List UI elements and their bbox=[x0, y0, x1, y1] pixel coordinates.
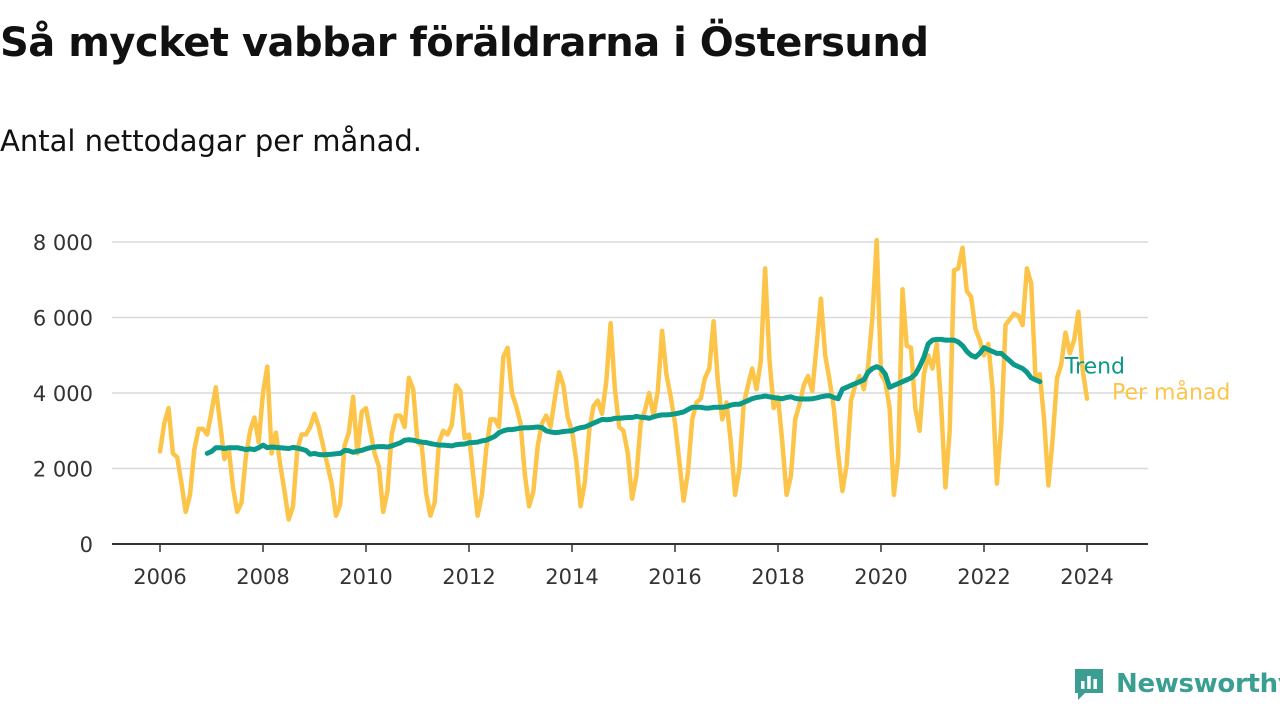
trend-series-label: Trend bbox=[1064, 355, 1125, 380]
x-tick-label: 2016 bbox=[648, 565, 701, 589]
y-tick-label: 8 000 bbox=[33, 231, 93, 255]
x-tick-label: 2014 bbox=[545, 565, 598, 589]
y-tick-label: 4 000 bbox=[33, 382, 93, 406]
chart-subtitle: Antal nettodagar per månad. bbox=[0, 124, 423, 158]
x-tick-label: 2022 bbox=[957, 565, 1010, 589]
axes: 0 2 000 4 000 6 000 8 000 2006 2008 2010 2012 201… bbox=[33, 231, 1148, 589]
y-tick-label: 6 000 bbox=[33, 307, 93, 331]
y-tick-label: 0 bbox=[80, 533, 93, 557]
x-tick-label: 2012 bbox=[442, 565, 495, 589]
monthly-line bbox=[157, 237, 1090, 522]
x-tick-label: 2024 bbox=[1060, 565, 1113, 589]
newsworthy-logo: Newsworthy bbox=[1072, 664, 1280, 704]
newsworthy-icon bbox=[1075, 669, 1103, 700]
x-tick-label: 2006 bbox=[133, 565, 186, 589]
x-tick-label: 2010 bbox=[339, 565, 392, 589]
x-tick-label: 2008 bbox=[236, 565, 289, 589]
series-lines bbox=[157, 237, 1090, 522]
line-chart: 0 2 000 4 000 6 000 8 000 2006 2008 2010 2012 201… bbox=[33, 231, 1231, 589]
trend-line bbox=[204, 336, 1043, 458]
x-tick-label: 2020 bbox=[854, 565, 907, 589]
y-tick-label: 2 000 bbox=[33, 458, 93, 482]
chart-title: Så mycket vabbar föräldrarna i Östersund bbox=[0, 20, 929, 66]
x-tick-label: 2018 bbox=[751, 565, 804, 589]
monthly-series-label: Per månad bbox=[1112, 380, 1230, 406]
brand-name: Newsworthy bbox=[1116, 669, 1280, 699]
